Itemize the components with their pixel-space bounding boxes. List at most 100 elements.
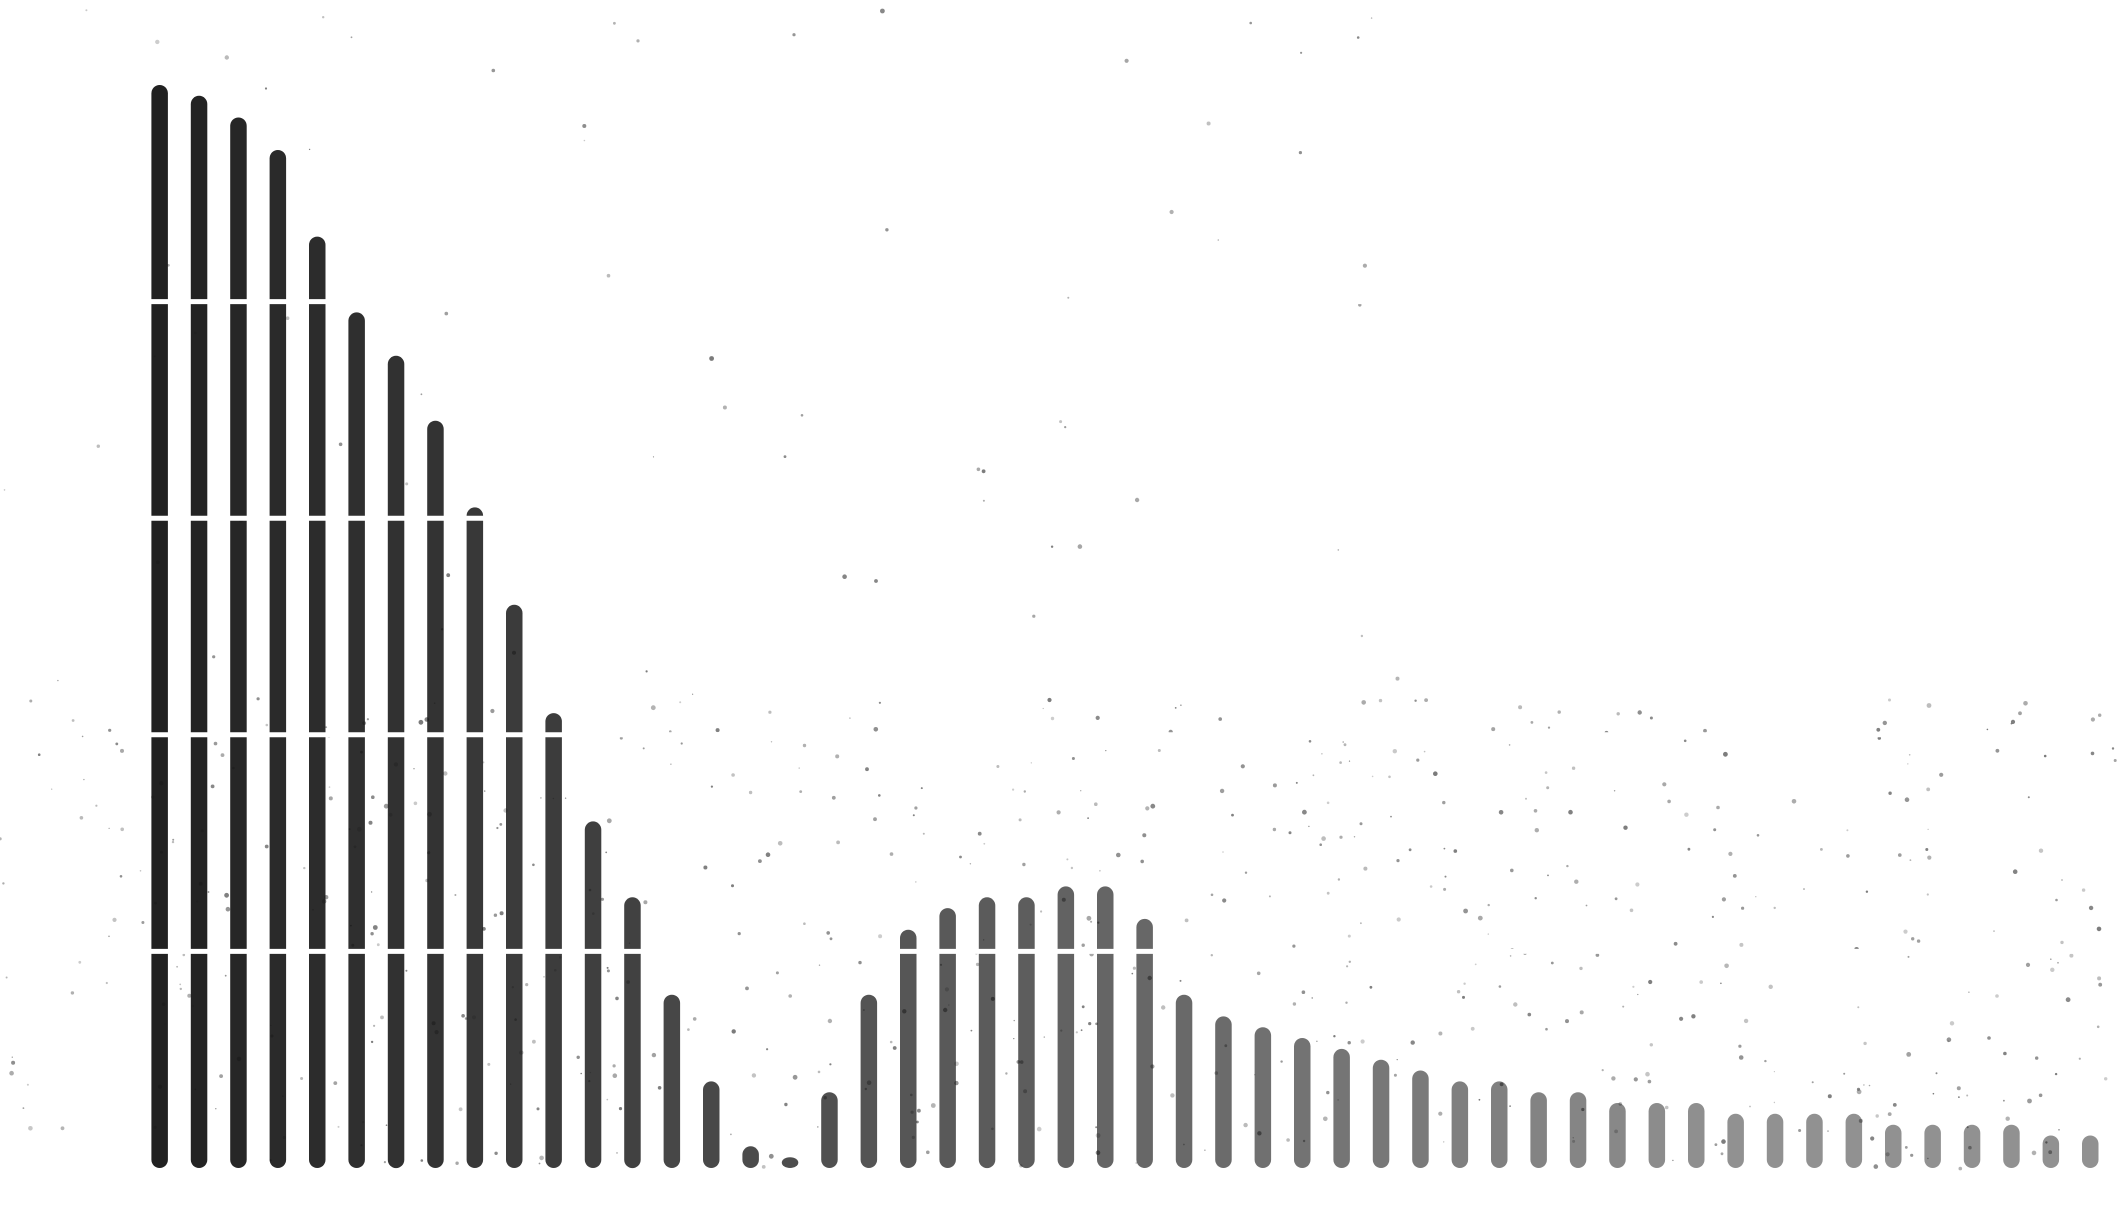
grain-speck xyxy=(2060,940,2064,945)
grain-speck xyxy=(1907,955,1910,958)
grain-speck xyxy=(11,1056,13,1058)
grain-speck xyxy=(0,837,2,841)
grain-speck xyxy=(916,1120,919,1124)
grain-speck xyxy=(1916,939,1921,943)
bar xyxy=(821,1092,838,1168)
grain-speck xyxy=(1477,915,1483,921)
grain-speck xyxy=(220,753,225,757)
grain-speck xyxy=(1339,761,1342,764)
grain-speck xyxy=(212,655,216,659)
grain-speck xyxy=(2050,967,2055,972)
bar xyxy=(1097,886,1114,1168)
grain-speck xyxy=(418,719,424,725)
bar xyxy=(309,236,326,1169)
bar xyxy=(1412,1070,1429,1168)
grain-speck xyxy=(731,773,735,777)
grain-speck xyxy=(1036,1126,1042,1132)
grain-speck xyxy=(1622,1005,1625,1008)
grain-speck xyxy=(1443,887,1447,891)
grain-speck xyxy=(1393,1073,1397,1077)
grain-speck xyxy=(1050,716,1055,721)
grain-speck xyxy=(1858,1118,1863,1123)
grain-speck xyxy=(730,1133,732,1136)
bars-group xyxy=(151,85,2099,1169)
grain-speck xyxy=(1142,833,1147,838)
bar xyxy=(1648,1103,1666,1168)
grain-speck xyxy=(605,851,608,854)
grain-speck xyxy=(1613,790,1616,792)
grain-speck xyxy=(1509,955,1512,957)
grain-speck xyxy=(731,884,734,888)
bar xyxy=(1491,1081,1508,1168)
grain-speck xyxy=(224,892,230,898)
grain-speck xyxy=(829,937,833,941)
grain-speck xyxy=(187,993,192,998)
bar xyxy=(1333,1048,1350,1168)
grain-speck xyxy=(1030,762,1032,764)
grain-speck xyxy=(1210,954,1214,957)
grain-speck xyxy=(1673,941,1678,946)
grain-speck xyxy=(179,987,182,991)
grain-speck xyxy=(1012,788,1015,791)
grain-speck xyxy=(1346,965,1349,968)
grain-speck xyxy=(1903,929,1908,934)
grain-speck xyxy=(1345,1001,1348,1004)
grain-speck xyxy=(1298,151,1302,155)
grain-speck xyxy=(454,894,457,896)
grain-speck xyxy=(817,1070,821,1074)
grain-speck xyxy=(1353,836,1356,838)
grain-speck xyxy=(777,841,783,846)
grain-speck xyxy=(920,787,923,790)
grain-speck xyxy=(458,1107,463,1112)
grain-speck xyxy=(1363,866,1368,871)
grain-speck xyxy=(996,765,1000,768)
bar xyxy=(1372,1059,1390,1168)
grain-speck xyxy=(1453,849,1458,853)
grain-speck xyxy=(1546,786,1550,790)
grain-speck xyxy=(115,742,119,746)
bar xyxy=(190,95,208,1168)
grain-speck xyxy=(444,311,449,316)
grain-speck xyxy=(715,728,720,733)
grain-speck xyxy=(2098,982,2103,987)
grain-speck xyxy=(1013,1019,1015,1022)
bar xyxy=(1845,1113,1863,1168)
grain-speck xyxy=(1684,812,1689,817)
bar xyxy=(387,355,405,1169)
grain-speck xyxy=(1463,908,1468,914)
grain-speck xyxy=(532,863,535,867)
grain-speck xyxy=(2045,1141,2048,1144)
grain-speck xyxy=(1179,979,1182,982)
grain-speck xyxy=(1764,1059,1767,1063)
grain-speck xyxy=(2058,1129,2060,1131)
grain-speck xyxy=(1348,760,1351,762)
grain-speck xyxy=(1557,710,1561,714)
grain-speck xyxy=(1803,888,1805,890)
grain-speck xyxy=(1086,915,1092,921)
grain-speck xyxy=(606,969,610,973)
grain-speck xyxy=(1629,908,1634,913)
grain-speck xyxy=(2,882,5,885)
grain-speck xyxy=(1728,851,1733,857)
grain-speck xyxy=(443,771,448,776)
grain-speck xyxy=(1088,1022,1092,1026)
grain-speck xyxy=(1438,1031,1443,1036)
grain-speck xyxy=(1904,1146,1908,1149)
grain-speck xyxy=(580,1072,582,1075)
grain-speck xyxy=(709,356,714,361)
grain-speck xyxy=(370,932,374,936)
grain-speck xyxy=(383,803,389,809)
grain-speck xyxy=(105,981,108,985)
grain-speck xyxy=(680,742,683,745)
bar xyxy=(1885,1124,1902,1168)
grain-speck xyxy=(1898,853,1902,857)
grain-speck xyxy=(612,1073,618,1078)
grain-speck xyxy=(1571,766,1576,770)
grain-speck xyxy=(1396,917,1401,922)
grain-speck xyxy=(1132,966,1136,970)
grain-speck xyxy=(969,863,972,865)
grain-speck xyxy=(333,1081,338,1085)
grain-speck xyxy=(1530,721,1534,724)
grain-speck xyxy=(1470,1026,1475,1031)
grain-speck xyxy=(1116,852,1121,858)
